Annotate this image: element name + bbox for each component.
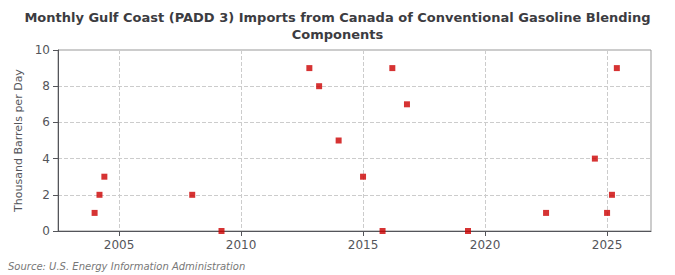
svg-text:2025: 2025 <box>592 238 623 252</box>
svg-text:0: 0 <box>42 224 50 238</box>
svg-text:2005: 2005 <box>104 238 135 252</box>
svg-text:10: 10 <box>35 43 50 57</box>
svg-text:Source: U.S. Energy Informatio: Source: U.S. Energy Information Administ… <box>8 261 245 272</box>
svg-text:6: 6 <box>42 115 50 129</box>
svg-text:4: 4 <box>42 152 50 166</box>
svg-text:2010: 2010 <box>226 238 257 252</box>
svg-text:Thousand Barrels per Day: Thousand Barrels per Day <box>12 69 25 213</box>
svg-text:2020: 2020 <box>470 238 501 252</box>
svg-text:2015: 2015 <box>348 238 379 252</box>
svg-text:Monthly Gulf Coast (PADD 3) Im: Monthly Gulf Coast (PADD 3) Imports from… <box>24 10 650 25</box>
svg-text:2: 2 <box>42 188 50 202</box>
svg-text:Components: Components <box>292 27 384 42</box>
svg-text:8: 8 <box>42 79 50 93</box>
